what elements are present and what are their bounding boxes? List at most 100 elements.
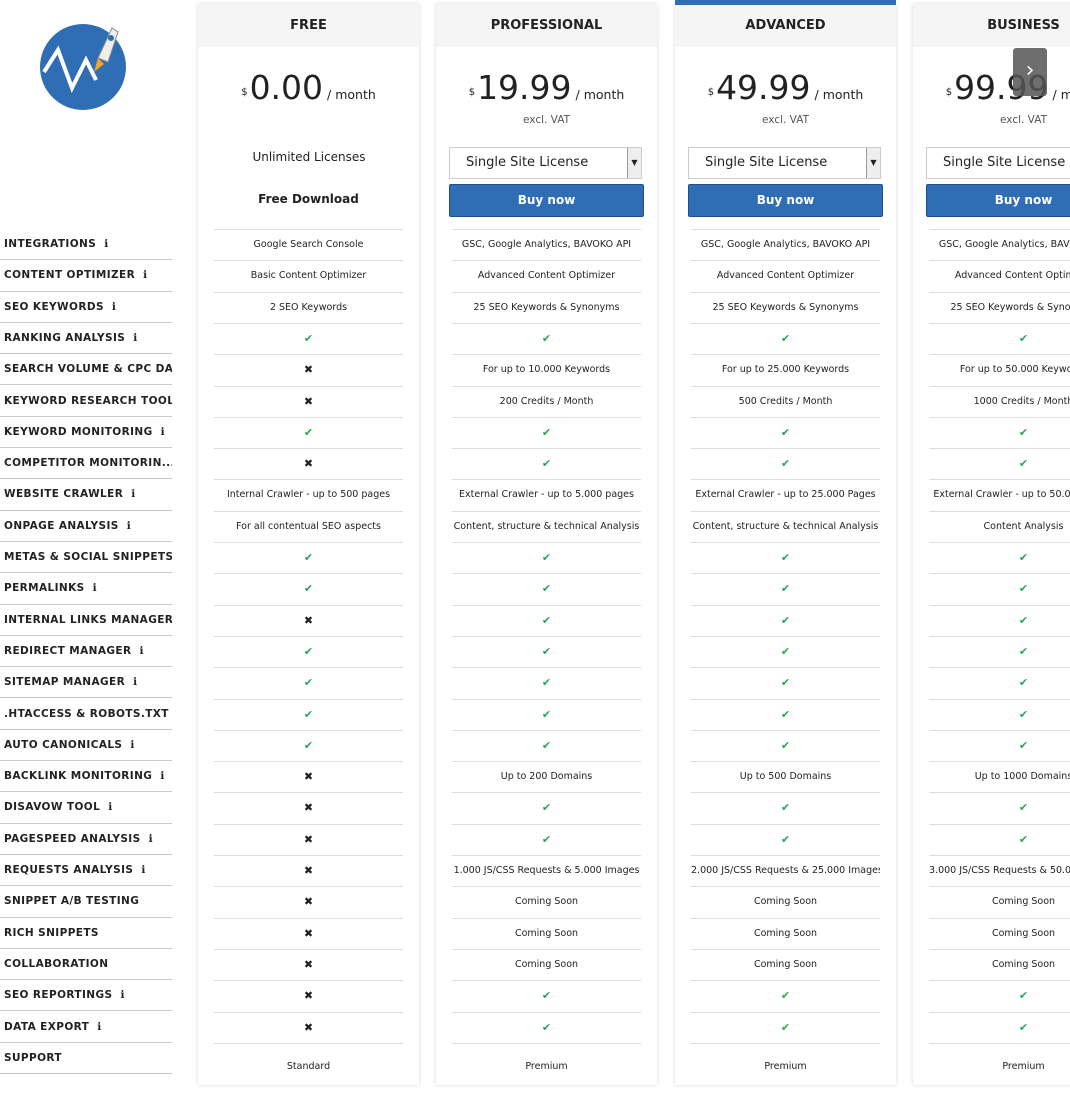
price-amount: 19.99 — [477, 68, 572, 107]
info-icon[interactable]: i — [97, 1020, 102, 1033]
feature-value: ✖ — [214, 980, 403, 1011]
price-period: / month — [814, 87, 864, 102]
feature-value: For up to 25.000 Keywords — [691, 354, 880, 385]
feature-label: .HTACCESS & ROBOTS.TXT ... — [4, 707, 172, 720]
info-icon[interactable]: i — [111, 300, 117, 313]
feature-value: ✔ — [691, 416, 880, 448]
info-icon[interactable]: i — [139, 644, 144, 657]
feature-value: ✔ — [929, 416, 1070, 448]
feature-row: SEO REPORTINGS i — [0, 980, 172, 1012]
feature-value: ✔ — [691, 823, 880, 855]
price: $49.99/ month — [675, 68, 896, 107]
feature-value: 2 SEO Keywords — [214, 291, 403, 323]
plan-name: ADVANCED — [675, 4, 896, 47]
feature-value: Coming Soon — [691, 948, 880, 980]
feature-label: SEO KEYWORDS — [4, 300, 104, 313]
feature-value: ✔ — [214, 322, 403, 354]
license-select[interactable]: Single Site License▼ — [926, 147, 1070, 179]
feature-value: GSC, Google Analytics, BAVOKO API — [691, 229, 880, 260]
feature-value: Standard — [214, 1042, 403, 1088]
info-icon[interactable]: i — [104, 238, 109, 250]
feature-value: 25 SEO Keywords & Synonyms — [929, 291, 1070, 323]
feature-value: Premium — [929, 1042, 1070, 1088]
licenses: Unlimited Licenses — [252, 150, 366, 164]
feature-value: ✖ — [214, 886, 403, 917]
feature-value: Premium — [452, 1042, 641, 1088]
feature-value: ✔ — [214, 729, 403, 761]
feature-value: Content, structure & technical Analysis — [691, 510, 880, 542]
feature-value: ✔ — [929, 667, 1070, 698]
info-icon[interactable]: i — [133, 331, 138, 344]
feature-value: ✖ — [214, 385, 403, 417]
highlight-bar — [675, 0, 896, 5]
feature-value: ✔ — [929, 322, 1070, 354]
next-arrow[interactable]: › — [1013, 48, 1047, 96]
info-icon[interactable]: i — [131, 488, 136, 501]
feature-value: ✔ — [929, 698, 1070, 730]
info-icon[interactable]: i — [108, 801, 113, 814]
feature-label: METAS & SOCIAL SNIPPETS... — [4, 551, 172, 563]
feature-value: For all contentual SEO aspects — [214, 510, 403, 542]
feature-value: Premium — [691, 1042, 880, 1088]
info-icon[interactable]: i — [133, 676, 138, 689]
feature-value: Advanced Content Optimizer — [452, 260, 641, 291]
feature-value: ✖ — [214, 948, 403, 980]
feature-value: ✔ — [929, 1011, 1070, 1043]
dropdown-arrow[interactable]: ▼ — [627, 148, 641, 178]
info-icon[interactable]: i — [160, 425, 166, 438]
license-select[interactable]: Single Site License ▼ — [449, 147, 642, 179]
buy-button[interactable]: Buy now — [926, 184, 1070, 217]
logo — [40, 24, 126, 110]
feature-value: ✖ — [214, 448, 403, 479]
feature-row: RANKING ANALYSIS i — [0, 323, 172, 355]
feature-value: ✖ — [214, 604, 403, 636]
info-icon[interactable]: i — [141, 864, 146, 876]
feature-label: DATA EXPORT — [4, 1020, 90, 1033]
feature-value: 25 SEO Keywords & Synonyms — [452, 291, 641, 323]
dropdown-arrow[interactable]: ▼ — [866, 148, 880, 178]
feature-value: ✔ — [691, 448, 880, 479]
info-icon[interactable]: i — [143, 269, 148, 282]
feature-row: .HTACCESS & ROBOTS.TXT ... — [0, 699, 172, 730]
plan-column: ADVANCED $49.99/ month excl. VAT Single Sit… — [675, 0, 896, 1088]
feature-label: SEARCH VOLUME & CPC DA... — [4, 363, 172, 376]
info-icon[interactable]: i — [148, 832, 153, 845]
feature-value: ✔ — [929, 604, 1070, 636]
license-select[interactable]: Single Site License▼ — [688, 147, 881, 179]
currency: $ — [707, 87, 715, 98]
plan-name: PROFESSIONAL — [436, 4, 657, 47]
feature-row: INTEGRATIONS i — [0, 229, 172, 261]
feature-value: ✔ — [929, 542, 1070, 573]
price-amount: 49.99 — [716, 68, 811, 107]
info-icon[interactable]: i — [120, 989, 125, 1002]
feature-value: For up to 10.000 Keywords — [452, 354, 641, 385]
info-icon[interactable]: i — [130, 738, 135, 751]
info-icon[interactable]: i — [92, 582, 98, 595]
feature-row: ONPAGE ANALYSIS i — [0, 511, 172, 542]
feature-value: ✔ — [691, 792, 880, 823]
price-period: / month — [327, 87, 376, 102]
feature-value: ✖ — [214, 855, 403, 886]
feature-value: ✔ — [452, 416, 641, 448]
price-amount: 0.00 — [249, 68, 324, 107]
free-download[interactable]: Free Download — [258, 192, 359, 206]
feature-label: REDIRECT MANAGER — [4, 644, 132, 657]
feature-value: ✔ — [452, 729, 641, 761]
plan-name: FREE — [198, 4, 419, 47]
feature-row: KEYWORD RESEARCH TOOL... — [0, 386, 172, 417]
buy-button[interactable]: Buy now — [449, 184, 644, 217]
buy-button[interactable]: Buy now — [688, 184, 883, 217]
feature-value: 1.000 JS/CSS Requests & 5.000 Images — [452, 855, 641, 886]
feature-value: ✔ — [214, 667, 403, 698]
feature-value: ✔ — [452, 542, 641, 573]
info-icon[interactable]: i — [126, 519, 132, 532]
feature-label: KEYWORD MONITORING — [4, 425, 153, 438]
feature-value: ✔ — [929, 448, 1070, 479]
feature-value: ✔ — [929, 729, 1070, 761]
info-icon[interactable]: i — [160, 770, 165, 783]
feature-value: Google Search Console — [214, 229, 403, 260]
feature-row: DATA EXPORT i — [0, 1012, 172, 1043]
license-option: Single Site License — [466, 155, 589, 170]
feature-value: 200 Credits / Month — [452, 385, 641, 417]
feature-value: Advanced Content Optimizer — [691, 260, 880, 291]
